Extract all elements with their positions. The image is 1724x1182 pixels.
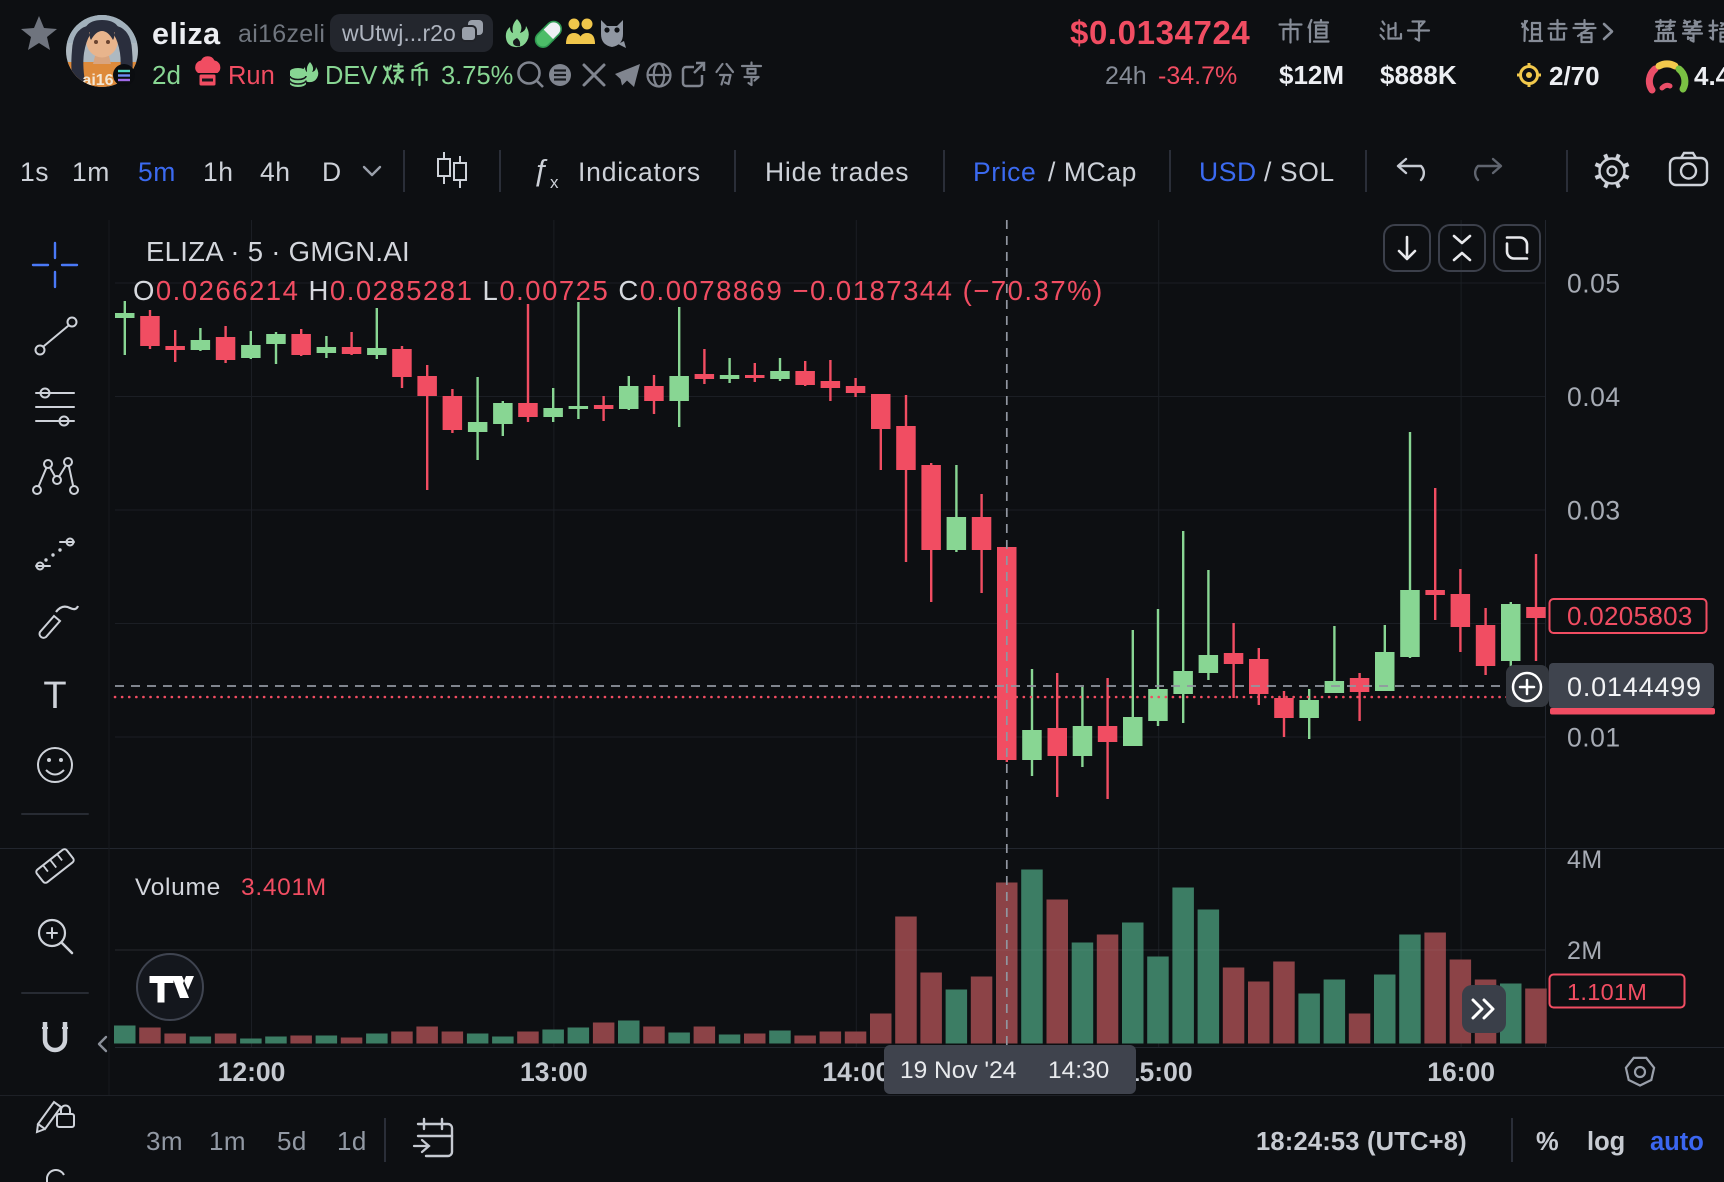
svg-text:12:00: 12:00 bbox=[218, 1057, 286, 1087]
svg-text:USD: USD bbox=[1199, 157, 1257, 187]
svg-text:DEV: DEV bbox=[325, 62, 377, 90]
svg-text:auto: auto bbox=[1650, 1128, 1704, 1156]
svg-text:ai16zeli: ai16zeli bbox=[238, 20, 325, 48]
svg-text:$12M: $12M bbox=[1279, 60, 1344, 90]
svg-text:2M: 2M bbox=[1567, 937, 1603, 965]
svg-text:3.75%: 3.75% bbox=[441, 62, 513, 90]
svg-text:x: x bbox=[550, 173, 559, 192]
svg-text:5m: 5m bbox=[138, 157, 176, 187]
svg-text:eliza: eliza bbox=[152, 17, 221, 51]
svg-text:D: D bbox=[322, 157, 342, 187]
svg-text:ƒ: ƒ bbox=[532, 154, 549, 187]
svg-text:$888K: $888K bbox=[1380, 60, 1457, 90]
svg-text:5d: 5d bbox=[277, 1126, 307, 1156]
svg-text:%: % bbox=[1536, 1128, 1559, 1156]
svg-text:Run: Run bbox=[228, 62, 275, 90]
svg-text:14:00: 14:00 bbox=[822, 1057, 890, 1087]
svg-text:log: log bbox=[1587, 1128, 1625, 1156]
svg-text:1h: 1h bbox=[203, 157, 233, 187]
svg-text:3.401M: 3.401M bbox=[241, 874, 327, 901]
svg-text:4M: 4M bbox=[1567, 846, 1603, 874]
svg-text:0.0144499: 0.0144499 bbox=[1567, 672, 1702, 702]
svg-text:1d: 1d bbox=[337, 1126, 367, 1156]
svg-text:Hide trades: Hide trades bbox=[765, 157, 909, 187]
svg-text:$0.0134724: $0.0134724 bbox=[1070, 14, 1250, 51]
svg-text:0.01: 0.01 bbox=[1567, 723, 1621, 753]
svg-text:1.101M: 1.101M bbox=[1567, 979, 1647, 1005]
svg-text:/ MCap: / MCap bbox=[1048, 157, 1137, 187]
svg-text:Price: Price bbox=[973, 157, 1036, 187]
svg-text:24h: 24h bbox=[1105, 62, 1147, 90]
svg-text:0.04: 0.04 bbox=[1567, 382, 1621, 412]
svg-text:16:00: 16:00 bbox=[1427, 1057, 1495, 1087]
svg-text:Indicators: Indicators bbox=[578, 157, 701, 187]
svg-text:14:30: 14:30 bbox=[1048, 1057, 1109, 1084]
svg-text:ai16: ai16 bbox=[82, 72, 113, 89]
svg-text:O0.0266214 H0.0285281 L0.00725: O0.0266214 H0.0285281 L0.00725 C0.007886… bbox=[133, 275, 1104, 306]
svg-text:13:00: 13:00 bbox=[520, 1057, 588, 1087]
svg-text:0.05: 0.05 bbox=[1567, 269, 1621, 299]
svg-text:4h: 4h bbox=[260, 157, 290, 187]
svg-text:2d: 2d bbox=[152, 60, 181, 90]
svg-text:15:00: 15:00 bbox=[1125, 1057, 1193, 1087]
svg-text:19 Nov '24: 19 Nov '24 bbox=[900, 1057, 1016, 1084]
svg-text:T: T bbox=[43, 675, 66, 717]
svg-text:wUtwj...r2o: wUtwj...r2o bbox=[341, 20, 456, 46]
svg-text:3m: 3m bbox=[146, 1126, 183, 1156]
svg-text:18:24:53 (UTC+8): 18:24:53 (UTC+8) bbox=[1256, 1128, 1467, 1156]
svg-text:/ SOL: / SOL bbox=[1264, 157, 1335, 187]
svg-text:Volume: Volume bbox=[135, 874, 221, 901]
svg-text:4.4: 4.4 bbox=[1694, 61, 1724, 91]
svg-text:1m: 1m bbox=[72, 157, 110, 187]
svg-text:2/70: 2/70 bbox=[1549, 61, 1600, 91]
svg-text:0.03: 0.03 bbox=[1567, 496, 1621, 526]
svg-text:1m: 1m bbox=[209, 1126, 246, 1156]
svg-text:1s: 1s bbox=[20, 157, 49, 187]
svg-text:0.0205803: 0.0205803 bbox=[1567, 601, 1693, 631]
svg-text:-34.7%: -34.7% bbox=[1158, 62, 1237, 90]
svg-text:ELIZA · 5 · GMGN.AI: ELIZA · 5 · GMGN.AI bbox=[146, 236, 410, 267]
